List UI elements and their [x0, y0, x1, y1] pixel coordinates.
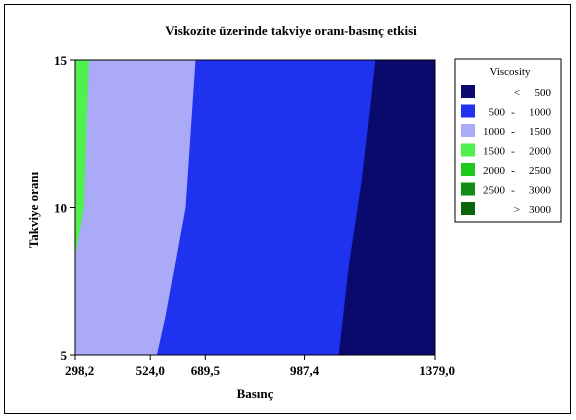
- legend-label: 500: [535, 87, 552, 99]
- legend-swatch: [461, 104, 475, 118]
- chart-title: Viskozite üzerinde takviye oranı-basınç …: [165, 23, 417, 38]
- region-lt-500: [338, 60, 435, 355]
- legend-title: Viscosity: [490, 66, 531, 78]
- legend-label: -: [511, 107, 515, 119]
- y-tick-label: 5: [61, 348, 68, 363]
- x-tick-label: 1379,0: [419, 363, 455, 378]
- legend-swatch: [461, 85, 475, 98]
- legend-label: >: [514, 204, 520, 216]
- legend-label: 2500: [483, 185, 506, 197]
- legend: Viscosity <500500-10001000-15001500-2000…: [454, 58, 562, 223]
- legend-label: 2000: [529, 146, 552, 158]
- x-axis-label: Basınç: [237, 386, 274, 401]
- legend-label: <: [514, 87, 520, 99]
- legend-swatch: [461, 202, 475, 215]
- legend-swatch: [461, 182, 475, 196]
- legend-swatch: [461, 143, 475, 157]
- legend-label: 1500: [529, 126, 552, 138]
- contour-chart: Viskozite üzerinde takviye oranı-basınç …: [26, 23, 562, 401]
- chart-frame: Viskozite üzerinde takviye oranı-basınç …: [4, 4, 571, 414]
- y-axis-label: Takviye oranı: [26, 171, 41, 248]
- legend-label: -: [511, 165, 515, 177]
- legend-label: 1500: [483, 146, 506, 158]
- region-1500-2000: [75, 60, 89, 355]
- legend-label: -: [511, 185, 515, 197]
- legend-swatch: [461, 124, 475, 137]
- legend-label: 500: [489, 107, 506, 119]
- legend-swatch: [461, 163, 475, 176]
- legend-label: 3000: [529, 185, 552, 197]
- x-tick-label: 689,5: [191, 363, 221, 378]
- plot-area: [74, 59, 436, 356]
- legend-box: [454, 58, 562, 223]
- legend-label: 3000: [529, 204, 552, 216]
- legend-label: -: [511, 146, 515, 158]
- y-tick-label: 15: [54, 53, 68, 68]
- legend-label: 1000: [529, 107, 552, 119]
- x-tick-label: 298,2: [65, 363, 94, 378]
- legend-label: 1000: [483, 126, 506, 138]
- y-tick-label: 10: [54, 201, 67, 216]
- x-tick-label: 987,4: [290, 363, 320, 378]
- legend-label: 2000: [483, 165, 506, 177]
- legend-label: -: [511, 126, 515, 138]
- x-axis-ticks: 298,2 524,0 689,5 987,4 1379,0: [65, 355, 455, 378]
- x-tick-label: 524,0: [136, 363, 165, 378]
- y-axis-ticks: 5 10 15: [54, 53, 75, 363]
- legend-label: 2500: [529, 165, 552, 177]
